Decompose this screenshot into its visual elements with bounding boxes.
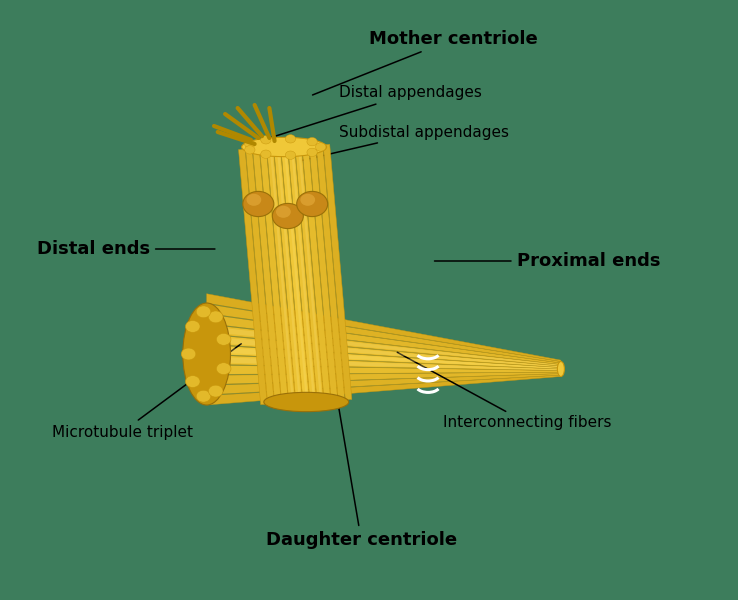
Polygon shape — [207, 347, 561, 369]
Circle shape — [243, 191, 274, 217]
Circle shape — [216, 334, 231, 345]
Polygon shape — [207, 355, 561, 370]
Polygon shape — [238, 149, 267, 404]
Circle shape — [196, 390, 211, 402]
Circle shape — [286, 151, 296, 160]
Circle shape — [272, 203, 303, 229]
Text: Interconnecting fibers: Interconnecting fibers — [397, 352, 611, 431]
Circle shape — [315, 143, 325, 151]
Polygon shape — [207, 375, 561, 405]
Circle shape — [307, 148, 317, 157]
Circle shape — [185, 376, 200, 388]
Text: Microtubule triplet: Microtubule triplet — [52, 344, 241, 439]
Polygon shape — [207, 372, 561, 385]
Circle shape — [182, 348, 196, 360]
Polygon shape — [207, 326, 561, 366]
Circle shape — [245, 140, 255, 148]
Circle shape — [261, 150, 271, 158]
Circle shape — [185, 320, 200, 332]
Polygon shape — [316, 145, 345, 400]
Ellipse shape — [183, 303, 230, 405]
Text: Proximal ends: Proximal ends — [435, 252, 660, 270]
Polygon shape — [207, 337, 561, 367]
Polygon shape — [207, 294, 561, 361]
Polygon shape — [207, 325, 561, 366]
Polygon shape — [207, 365, 561, 374]
Text: Subdistal appendages: Subdistal appendages — [298, 124, 509, 161]
Polygon shape — [207, 374, 561, 395]
Circle shape — [286, 134, 296, 143]
Circle shape — [208, 311, 223, 323]
Ellipse shape — [557, 361, 565, 377]
Polygon shape — [207, 335, 561, 367]
Circle shape — [208, 385, 223, 397]
Text: Distal ends: Distal ends — [37, 240, 215, 258]
Polygon shape — [281, 147, 309, 402]
Circle shape — [300, 194, 315, 206]
Polygon shape — [277, 147, 301, 403]
Circle shape — [246, 194, 261, 206]
Polygon shape — [207, 304, 561, 363]
Polygon shape — [323, 145, 352, 400]
Text: Distal appendages: Distal appendages — [272, 85, 483, 137]
Circle shape — [196, 306, 211, 318]
Polygon shape — [266, 148, 295, 403]
Ellipse shape — [242, 137, 327, 157]
Polygon shape — [291, 146, 315, 401]
Polygon shape — [284, 147, 308, 402]
Polygon shape — [260, 148, 289, 403]
Text: Daughter centriole: Daughter centriole — [266, 393, 457, 549]
Polygon shape — [298, 146, 323, 401]
Polygon shape — [207, 345, 561, 369]
Polygon shape — [269, 148, 294, 403]
Polygon shape — [207, 314, 561, 365]
Ellipse shape — [264, 392, 348, 412]
Polygon shape — [309, 145, 338, 401]
Circle shape — [261, 136, 271, 144]
Polygon shape — [288, 146, 317, 402]
Polygon shape — [295, 146, 324, 401]
Polygon shape — [252, 148, 281, 404]
Circle shape — [216, 363, 231, 374]
Text: Mother centriole: Mother centriole — [312, 30, 538, 95]
Polygon shape — [246, 149, 275, 404]
Circle shape — [297, 191, 328, 217]
Circle shape — [307, 137, 317, 146]
Circle shape — [276, 206, 291, 218]
Polygon shape — [207, 357, 561, 370]
Polygon shape — [274, 147, 303, 403]
Circle shape — [245, 146, 255, 154]
Polygon shape — [302, 146, 331, 401]
